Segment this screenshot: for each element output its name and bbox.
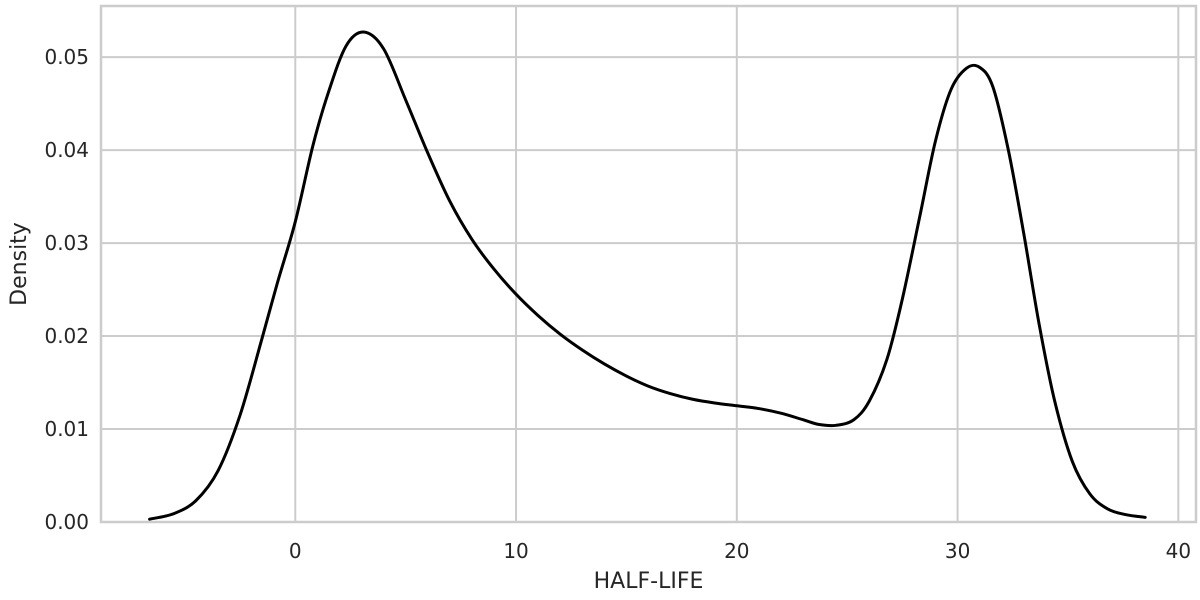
x-tick-labels: 0 10 20 30 40 [289,539,1191,563]
y-tick-label: 0.05 [44,45,89,69]
y-tick-label: 0.01 [44,417,89,441]
y-tick-label: 0.03 [44,231,89,255]
x-tick-label: 10 [503,539,528,563]
y-tick-label: 0.04 [44,138,89,162]
x-gridlines [294,6,1180,522]
y-tick-labels: 0.00 0.01 0.02 0.03 0.04 0.05 [44,45,89,534]
y-axis-label: Density [7,222,32,306]
x-tick-label: 30 [945,539,970,563]
plot-frame [99,4,1198,524]
x-axis-label: HALF-LIFE [594,569,704,594]
density-curve [148,30,1147,521]
x-tick-label: 20 [724,539,749,563]
x-tick-label: 0 [289,539,302,563]
y-tick-label: 0.02 [44,324,89,348]
y-tick-label: 0.00 [44,510,89,534]
x-tick-label: 40 [1166,539,1191,563]
